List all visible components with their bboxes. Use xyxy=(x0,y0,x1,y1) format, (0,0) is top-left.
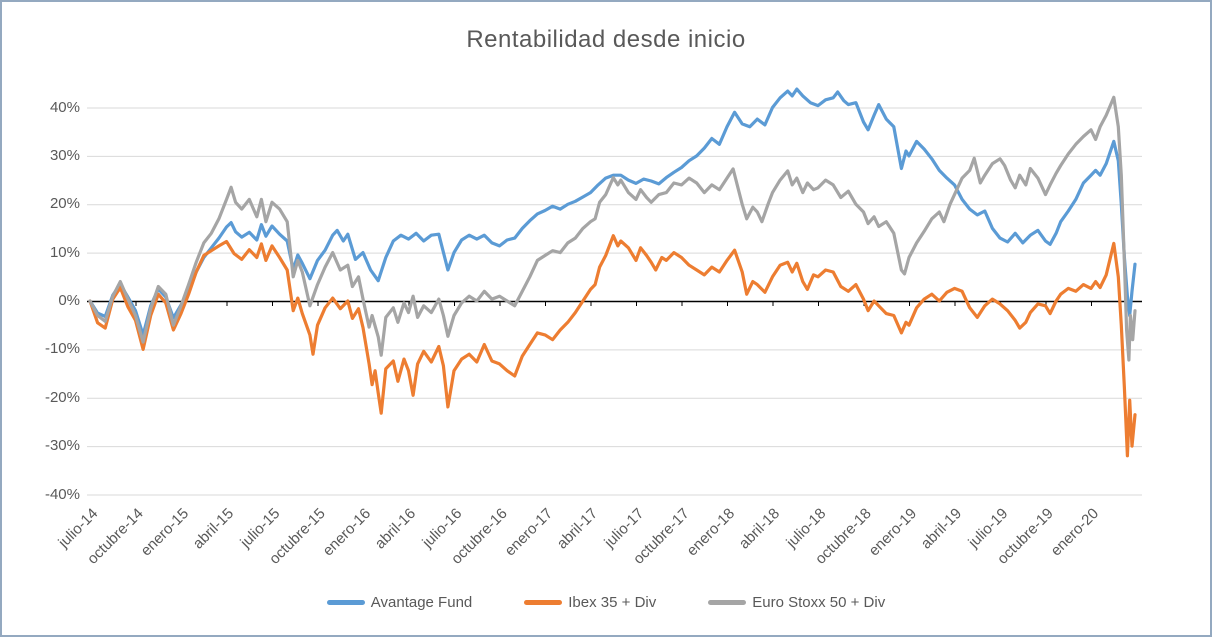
legend-item-avantage-fund[interactable]: Avantage Fund xyxy=(326,594,473,611)
chart-legend: Avantage Fund Ibex 35 + Div Euro Stoxx 50 … xyxy=(2,594,1210,611)
chart-title: Rentabilidad desde inicio xyxy=(466,26,746,53)
legend-label: Avantage Fund xyxy=(370,594,473,611)
series-line-euro-stoxx-50-div xyxy=(88,95,1137,362)
y-axis-tick-label: 40% xyxy=(49,98,80,116)
y-axis-tick-label: 30% xyxy=(49,146,80,164)
y-axis-tick-label: -40% xyxy=(44,485,80,503)
legend-label: Ibex 35 + Div xyxy=(568,594,657,611)
legend-line-swatch xyxy=(524,600,563,605)
legend-line-swatch xyxy=(326,600,365,605)
y-axis-tick-label: 20% xyxy=(49,195,80,213)
legend-item-euro-stoxx-50-div[interactable]: Euro Stoxx 50 + Div xyxy=(708,594,885,611)
y-axis-tick-label: -30% xyxy=(44,437,80,455)
y-axis-tick-label: -20% xyxy=(44,388,80,406)
series-line-avantage-fund xyxy=(88,87,1137,337)
legend-item-ibex-35-div[interactable]: Ibex 35 + Div xyxy=(524,594,656,611)
y-axis-tick-label: -10% xyxy=(44,340,80,358)
legend-line-swatch xyxy=(708,600,747,605)
y-axis-tick-label: 0% xyxy=(58,292,80,309)
legend-label: Euro Stoxx 50 + Div xyxy=(752,594,886,611)
y-axis-tick-label: 10% xyxy=(49,243,80,261)
series-line-ibex-35-div xyxy=(88,234,1137,458)
